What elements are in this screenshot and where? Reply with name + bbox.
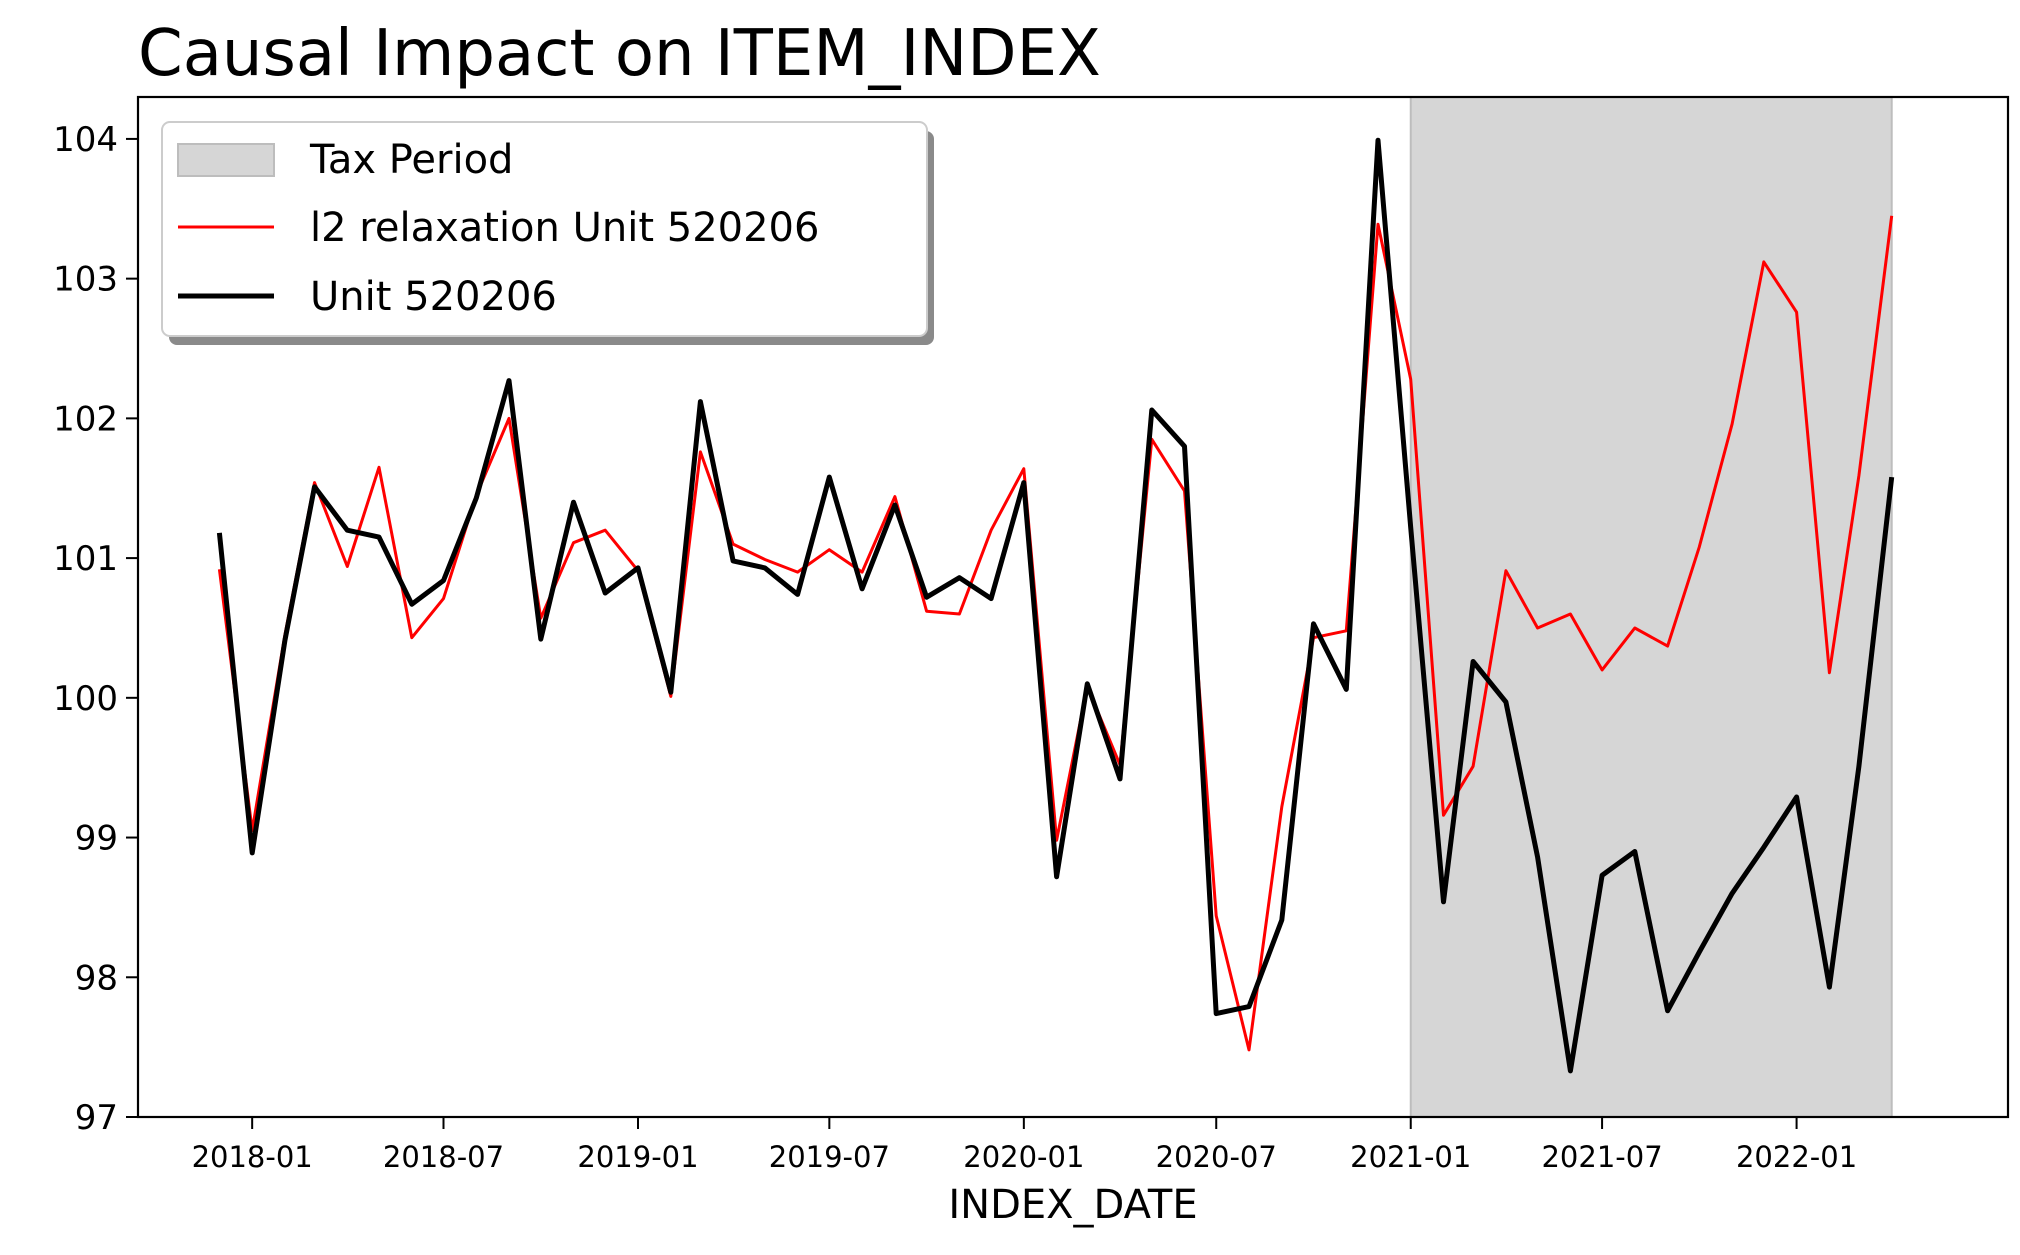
legend-label-tax-period: Tax Period (309, 137, 513, 183)
series-line-l2-relaxation (217, 215, 1894, 1052)
x-tick-label: 2020-01 (963, 1140, 1084, 1174)
y-tick-label: 100 (53, 679, 118, 719)
y-tick-label: 99 (75, 819, 118, 859)
y-tick-label: 103 (53, 260, 118, 300)
legend-label-unit-520206: Unit 520206 (310, 274, 557, 320)
x-tick-label: 2022-01 (1736, 1140, 1857, 1174)
plot-area (136, 95, 2010, 1119)
y-axis: 97 98 99 100 101 102 103 104 (53, 120, 138, 1138)
legend-label-l2-relaxation: l2 relaxation Unit 520206 (310, 205, 819, 251)
y-tick-label: 98 (75, 958, 118, 998)
x-tick-label: 2021-07 (1541, 1140, 1662, 1174)
y-tick-label: 104 (53, 120, 118, 160)
x-tick-label: 2021-01 (1350, 1140, 1471, 1174)
y-tick-label: 102 (53, 399, 118, 439)
y-tick-label: 97 (75, 1098, 118, 1138)
legend-box (161, 121, 928, 337)
y-tick-label: 101 (53, 539, 118, 579)
legend-swatch-tax-period (177, 143, 275, 177)
x-tick-label: 2020-07 (1156, 1140, 1277, 1174)
x-axis-label: INDEX_DATE (948, 1182, 1197, 1228)
x-tick-label: 2019-01 (577, 1140, 698, 1174)
x-tick-label: 2019-07 (769, 1140, 890, 1174)
chart-title: Causal Impact on ITEM_INDEX (138, 17, 1101, 91)
x-tick-label: 2018-01 (192, 1140, 313, 1174)
x-axis: 2018-01 2018-07 2019-01 2019-07 2020-01 2020-… (192, 1117, 1857, 1174)
x-tick-label: 2018-07 (383, 1140, 504, 1174)
series-line-unit-520206 (216, 137, 1895, 1074)
tax-period-region (1409, 96, 1893, 1118)
plot-frame (136, 95, 2010, 1119)
legend: Tax Period l2 relaxation Unit 520206 Uni… (161, 121, 934, 345)
